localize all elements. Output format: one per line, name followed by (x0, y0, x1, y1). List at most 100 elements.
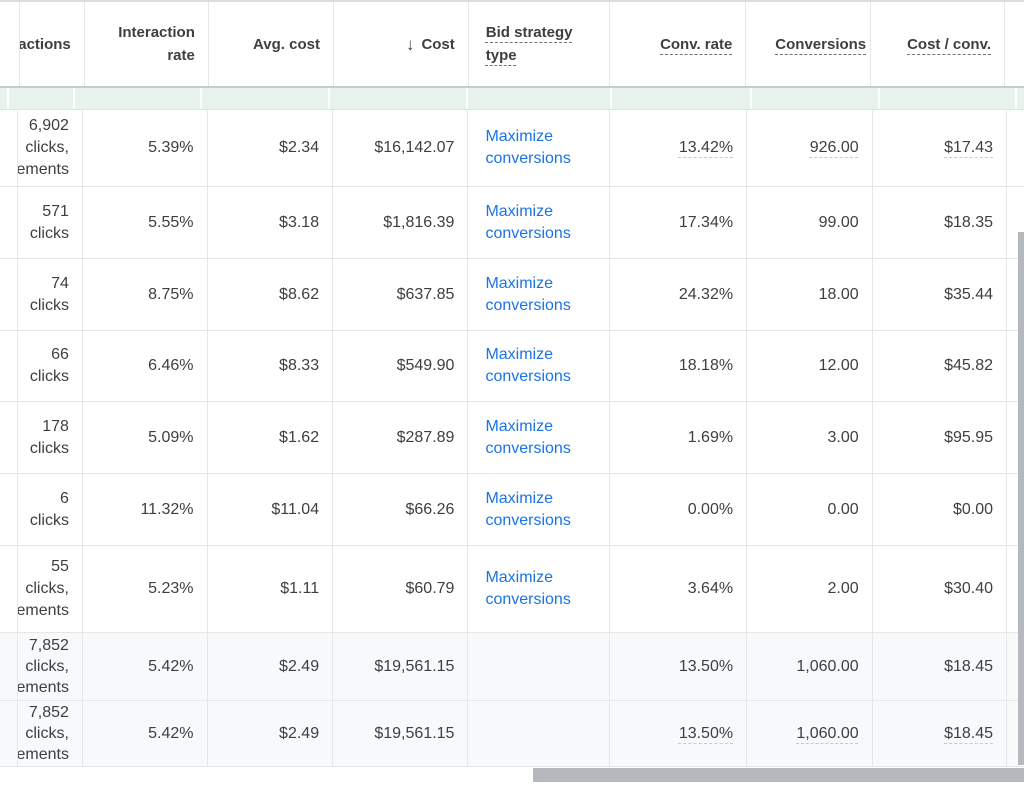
cell-value: 5.42% (148, 658, 194, 675)
cell-cost: $16,142.07 (333, 110, 469, 186)
column-header-interaction_rate[interactable]: Interaction rate (85, 2, 209, 86)
horizontal-scrollbar-thumb[interactable] (533, 768, 1024, 782)
cell-value: $637.85 (396, 285, 455, 303)
scrollbar-gutter-header (1005, 2, 1024, 86)
cell-interaction_rate: 11.32% (83, 474, 208, 545)
sort-descending-icon: ↓ (405, 34, 415, 54)
cell-interaction_rate: 5.39% (83, 110, 208, 186)
filter-bar-cell (9, 88, 75, 109)
cell-conv_rate: 24.32% (610, 259, 748, 330)
cell-value: 18.18% (678, 357, 734, 374)
cell-bid_strategy_type: Maximize conversions (468, 546, 610, 632)
cell-cost_per_conv: $30.40 (873, 546, 1007, 632)
scrollbar-gutter-cell (1007, 110, 1024, 186)
ads-statistics-table: actions Interaction rate Avg. cost ↓ Cost Bid… (0, 0, 1024, 767)
cell-cost: $549.90 (333, 331, 469, 401)
cell-value: 3.64% (687, 580, 734, 597)
cell-interaction_rate: 5.55% (83, 187, 208, 258)
cell-bid_strategy_type: Maximize conversions (468, 331, 610, 401)
cell-cost_per_conv: $35.44 (873, 259, 1007, 330)
cell-interactions: 571 clicks (18, 187, 83, 258)
column-header-cost[interactable]: ↓ Cost (334, 2, 469, 86)
column-header-conversions[interactable]: Conversions (746, 2, 872, 86)
horizontal-scrollbar-track[interactable] (0, 768, 1024, 782)
cell-bid_strategy_type (468, 701, 610, 766)
cell-interaction_rate: 6.46% (83, 331, 208, 401)
clipped-cell (0, 110, 18, 186)
cell-value: $3.18 (279, 213, 320, 231)
clipped-cell (0, 633, 18, 700)
cell-bid_strategy_type: Maximize conversions (468, 259, 610, 330)
summary-row: 7,852 clicks, ements 5.42% $2.49 $19,561.15… (0, 633, 1024, 701)
cell-value: 0.00 (827, 500, 859, 518)
bid-strategy-link[interactable]: Maximize conversions (485, 569, 571, 608)
cell-interactions: 66 clicks (18, 331, 83, 401)
cell-value: $30.40 (944, 580, 993, 597)
cell-value: 5.42% (148, 725, 194, 742)
filter-bar-cell (612, 88, 752, 109)
cell-cost: $19,561.15 (333, 633, 469, 700)
table-row: 55 clicks, ements 5.23% $1.11 $60.79 Maximiz… (0, 546, 1024, 633)
column-header-label: Cost (421, 35, 455, 53)
cell-interactions: 6,902 clicks, ements (18, 110, 83, 186)
column-header-cost_per_conv[interactable]: Cost / conv. (871, 2, 1005, 86)
bid-strategy-link[interactable]: Maximize conversions (485, 128, 571, 167)
clipped-cell (0, 474, 18, 545)
cell-value: $60.79 (405, 580, 455, 597)
cell-value: $16,142.07 (374, 139, 455, 156)
cell-value: 13.50% (678, 658, 734, 675)
column-header-label: Cost / conv. (907, 35, 991, 53)
column-header-conv_rate[interactable]: Conv. rate (610, 2, 747, 86)
cell-interactions: 178 clicks (18, 402, 83, 473)
cell-bid_strategy_type: Maximize conversions (468, 474, 610, 545)
cell-value: 5.55% (148, 213, 194, 231)
clipped-cell (0, 331, 18, 401)
cell-conv_rate: 18.18% (610, 331, 748, 401)
cell-interaction_rate: 5.42% (83, 633, 208, 700)
bid-strategy-link[interactable]: Maximize conversions (485, 346, 571, 385)
filter-bar-cell (752, 88, 880, 109)
cell-avg_cost: $1.11 (208, 546, 334, 632)
clipped-cell (0, 402, 18, 473)
cell-cost: $637.85 (333, 259, 469, 330)
cell-value: $1.62 (279, 428, 320, 446)
cell-value: 0.00% (687, 500, 734, 518)
table-row: 6 clicks 11.32% $11.04 $66.26 Maximize conve… (0, 474, 1024, 546)
column-header-bid_strategy_type[interactable]: Bid strategy type (469, 2, 610, 86)
table-row: 178 clicks 5.09% $1.62 $287.89 Maximize conv… (0, 402, 1024, 474)
cell-value: $11.04 (271, 500, 320, 518)
cell-value: $549.90 (396, 357, 455, 374)
column-header-avg_cost[interactable]: Avg. cost (209, 2, 334, 86)
cell-cost_per_conv: $18.45 (873, 701, 1007, 766)
cell-value: 178 clicks (29, 417, 69, 457)
cell-bid_strategy_type: Maximize conversions (468, 110, 610, 186)
cell-value: $287.89 (396, 428, 455, 446)
cell-conv_rate: 0.00% (610, 474, 748, 545)
cell-value: 926.00 (809, 139, 859, 156)
cell-value: $1,816.39 (383, 213, 455, 231)
cell-bid_strategy_type: Maximize conversions (468, 402, 610, 473)
bid-strategy-link[interactable]: Maximize conversions (485, 202, 571, 242)
bid-strategy-link[interactable]: Maximize conversions (485, 417, 571, 457)
column-header-interactions[interactable]: actions (20, 2, 85, 86)
cell-interaction_rate: 5.23% (83, 546, 208, 632)
cell-value: 5.39% (148, 139, 194, 156)
cell-value: 571 clicks (29, 202, 69, 242)
cell-value: $8.62 (279, 285, 320, 303)
cell-conv_rate: 13.42% (610, 110, 748, 186)
cell-value: $1.11 (280, 580, 320, 597)
cell-conversions: 2.00 (747, 546, 873, 632)
column-header-label: Conv. rate (660, 35, 733, 53)
clipped-cell (0, 259, 18, 330)
bid-strategy-link[interactable]: Maximize conversions (485, 489, 571, 529)
bid-strategy-link[interactable]: Maximize conversions (485, 274, 571, 314)
cell-bid_strategy_type (468, 633, 610, 700)
cell-conversions: 99.00 (747, 187, 873, 258)
clipped-cell (0, 701, 18, 766)
cell-interaction_rate: 5.42% (83, 701, 208, 766)
vertical-scrollbar-thumb[interactable] (1018, 232, 1024, 765)
cell-value: 7,852 clicks, ements (18, 704, 69, 763)
cell-value: $45.82 (944, 357, 993, 374)
cell-value: 8.75% (148, 285, 194, 303)
cell-avg_cost: $11.04 (208, 474, 334, 545)
